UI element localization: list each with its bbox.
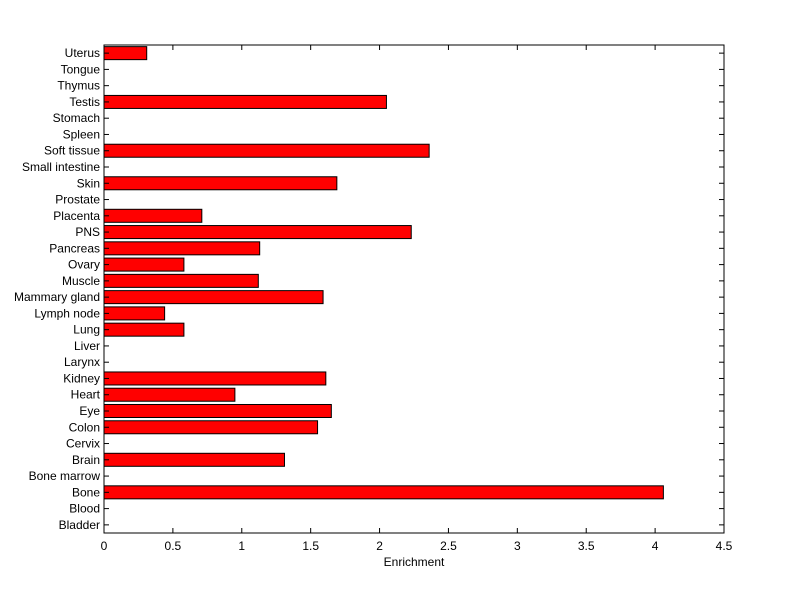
bar-lymph-node	[103, 306, 166, 321]
y-tick-label-heart: Heart	[71, 388, 101, 402]
bar-lung	[103, 322, 185, 337]
bar-muscle	[103, 273, 259, 288]
x-tick-label: 3	[514, 539, 521, 553]
y-tick-label-cervix: Cervix	[66, 437, 100, 451]
y-tick-label-lung: Lung	[73, 323, 100, 337]
y-tick-label-small-intestine: Small intestine	[22, 160, 100, 174]
bars-group	[103, 46, 664, 500]
bar-ovary	[103, 257, 185, 272]
y-tick-label-soft-tissue: Soft tissue	[44, 144, 100, 158]
x-tick-labels: 0 0.5 1 1.5 2 2.5 3 3.5 4 4.5	[101, 539, 733, 553]
y-tick-label-pancreas: Pancreas	[49, 241, 100, 255]
y-tick-labels: Bladder Blood Bone Bone marrow Brain Cervix Co…	[14, 46, 101, 532]
bar-heart	[103, 387, 236, 402]
y-tick-label-eye: Eye	[79, 404, 100, 418]
y-tick-label-liver: Liver	[74, 339, 100, 353]
y-tick-label-bone: Bone	[72, 485, 100, 499]
y-tick-label-ovary: Ovary	[68, 258, 100, 272]
y-tick-label-colon: Colon	[69, 420, 100, 434]
bar-pancreas	[103, 241, 261, 256]
x-tick-label: 0.5	[165, 539, 182, 553]
y-tick-label-prostate: Prostate	[55, 193, 100, 207]
bar-skin	[103, 176, 338, 191]
y-tick-label-kidney: Kidney	[63, 371, 100, 385]
x-tick-label: 2	[376, 539, 383, 553]
y-tick-label-stomach: Stomach	[53, 111, 100, 125]
bar-bone	[103, 485, 664, 500]
bar-eye	[103, 403, 332, 419]
y-tick-label-lymph-node: Lymph node	[34, 306, 100, 320]
x-tick-label: 4	[652, 539, 659, 553]
bar-mammary-gland	[103, 290, 324, 305]
x-tick-label: 1.5	[302, 539, 319, 553]
plot-area-frame	[103, 44, 725, 534]
y-tick-label-pns: PNS	[75, 225, 100, 239]
y-tick-label-brain: Brain	[72, 453, 100, 467]
y-tick-label-testis: Testis	[69, 95, 100, 109]
bar-brain	[103, 452, 285, 467]
y-tick-label-mammary-gland: Mammary gland	[14, 290, 100, 304]
y-tick-label-muscle: Muscle	[62, 274, 100, 288]
y-tick-label-skin: Skin	[77, 176, 100, 190]
bar-placenta	[103, 208, 203, 223]
x-axis-label: Enrichment	[384, 555, 445, 569]
bar-uterus	[103, 46, 148, 61]
y-tick-label-bladder: Bladder	[59, 518, 100, 532]
y-tick-label-tongue: Tongue	[61, 62, 101, 76]
x-tick-label: 4.5	[716, 539, 733, 553]
bar-testis	[103, 94, 387, 109]
x-tick-label: 1	[238, 539, 245, 553]
y-tick-label-thymus: Thymus	[57, 79, 100, 93]
bar-pns	[103, 225, 412, 240]
bar-colon	[103, 420, 319, 435]
bar-soft-tissue	[103, 143, 430, 158]
x-tick-label: 3.5	[578, 539, 595, 553]
x-tick-label: 2.5	[440, 539, 457, 553]
y-tick-label-spleen: Spleen	[63, 127, 100, 141]
y-tick-label-larynx: Larynx	[64, 355, 100, 369]
bar-kidney	[103, 371, 327, 386]
y-tick-label-blood: Blood	[69, 502, 100, 516]
y-tick-label-uterus: Uterus	[65, 46, 100, 60]
ticks-group	[103, 45, 725, 533]
y-tick-label-bone-marrow: Bone marrow	[29, 469, 101, 483]
x-tick-label: 0	[101, 539, 108, 553]
y-tick-label-placenta: Placenta	[53, 209, 100, 223]
